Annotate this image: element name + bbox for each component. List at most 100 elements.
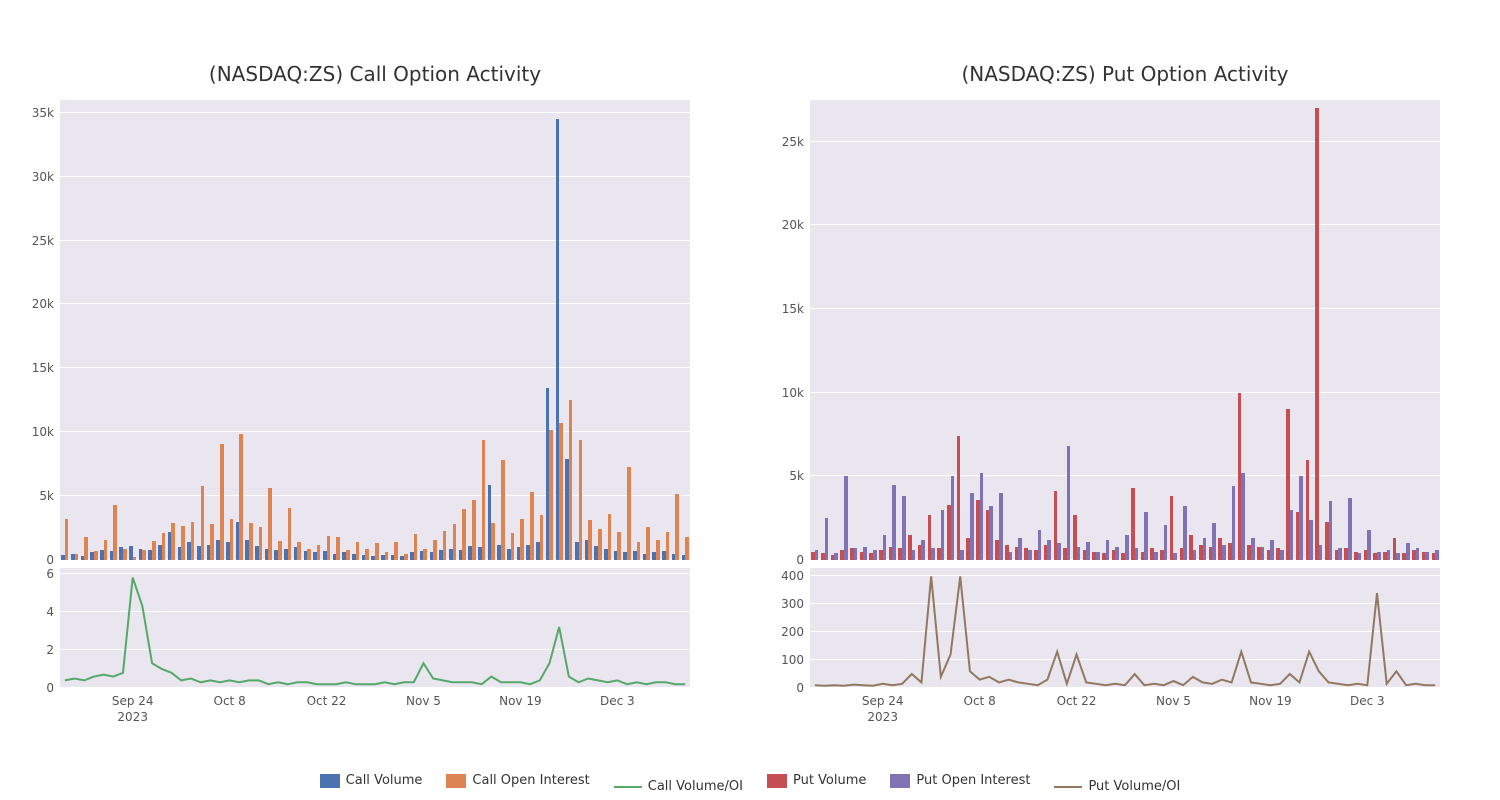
bar [1299, 476, 1303, 560]
bar [171, 523, 175, 560]
bar [423, 549, 427, 561]
bar [123, 549, 127, 561]
bar [1396, 553, 1400, 560]
legend-marker [320, 774, 340, 788]
y-tick-label: 4 [46, 605, 60, 619]
bar [65, 519, 69, 560]
legend-item: Call Volume [320, 773, 423, 788]
bar [921, 540, 925, 560]
bar [404, 554, 408, 560]
bar [142, 550, 146, 560]
put-chart-title: (NASDAQ:ZS) Put Option Activity [810, 62, 1440, 86]
bar [162, 533, 166, 560]
legend-item: Put Volume/OI [1054, 779, 1180, 794]
bar [999, 493, 1003, 560]
y-tick-label: 35k [32, 106, 60, 120]
x-tick-label: Oct 22 [307, 688, 347, 708]
legend-label: Put Open Interest [916, 773, 1030, 788]
bar [520, 519, 524, 560]
bar [559, 423, 563, 560]
bar [608, 514, 612, 560]
bar [1154, 552, 1158, 560]
bar [1086, 542, 1090, 560]
bar [1077, 547, 1081, 560]
bar [1144, 512, 1148, 561]
bar [569, 400, 573, 560]
put-ratio-plot-area: 0100200300400Sep 24Oct 8Oct 22Nov 5Nov 1… [810, 568, 1440, 688]
bar [675, 494, 679, 560]
bar [540, 515, 544, 560]
y-tick-label: 200 [781, 625, 810, 639]
bar [980, 473, 984, 560]
x-tick-label: Dec 3 [600, 688, 635, 708]
bar [346, 550, 350, 560]
bar [1125, 535, 1129, 560]
bar [815, 550, 819, 560]
bar [239, 434, 243, 561]
bar [201, 486, 205, 560]
bar [84, 537, 88, 560]
bar [1193, 550, 1197, 560]
ratio-line [810, 568, 1440, 688]
bar [1028, 550, 1032, 560]
bar [414, 534, 418, 560]
y-tick-label: 10k [782, 386, 810, 400]
bar [317, 545, 321, 560]
bar [230, 519, 234, 560]
bar [960, 550, 964, 560]
y-tick-label: 30k [32, 170, 60, 184]
bar [220, 444, 224, 560]
call-ratio-plot-area: 0246Sep 24Oct 8Oct 22Nov 5Nov 19Dec 3202… [60, 568, 690, 688]
bar [1232, 486, 1236, 560]
bar [1251, 538, 1255, 560]
y-tick-label: 0 [46, 681, 60, 695]
bar [385, 552, 389, 560]
bar [268, 488, 272, 560]
y-tick-label: 0 [46, 553, 60, 567]
bar [1280, 550, 1284, 560]
legend-marker [890, 774, 910, 788]
legend-label: Call Volume [346, 773, 423, 788]
bar [1329, 501, 1333, 560]
legend-item: Put Open Interest [890, 773, 1030, 788]
put-ratio-panel: 0100200300400Sep 24Oct 8Oct 22Nov 5Nov 1… [810, 568, 1440, 688]
legend-marker [1054, 786, 1082, 788]
bar [365, 549, 369, 561]
bar [288, 508, 292, 560]
bar [1319, 545, 1323, 560]
call-bar-panel: (NASDAQ:ZS) Call Option Activity 05k10k1… [60, 100, 690, 560]
bar [453, 524, 457, 560]
bar [549, 430, 553, 560]
bar [579, 440, 583, 560]
bar [1135, 548, 1139, 560]
bar [210, 524, 214, 560]
bar [883, 535, 887, 560]
bar [1270, 540, 1274, 560]
put-bar-panel: (NASDAQ:ZS) Put Option Activity 05k10k15… [810, 100, 1440, 560]
bar [152, 541, 156, 560]
legend-label: Put Volume [793, 773, 866, 788]
legend-label: Call Open Interest [472, 773, 589, 788]
bar [637, 542, 641, 560]
bar [617, 532, 621, 560]
y-tick-label: 6 [46, 567, 60, 581]
bar [1164, 525, 1168, 560]
x-tick-label: Oct 22 [1057, 688, 1097, 708]
bar [1170, 496, 1174, 560]
ratio-line [60, 568, 690, 688]
bar [75, 554, 79, 560]
bar [307, 549, 311, 561]
bar [191, 522, 195, 560]
y-tick-label: 20k [782, 218, 810, 232]
y-tick-label: 10k [32, 425, 60, 439]
bar [133, 557, 137, 560]
legend-item: Put Volume [767, 773, 866, 788]
bar [1212, 523, 1216, 560]
x-tick-label: Dec 3 [1350, 688, 1385, 708]
bar [375, 543, 379, 560]
bar [912, 550, 916, 560]
legend: Call VolumeCall Open InterestCall Volume… [0, 773, 1500, 794]
bar [1222, 545, 1226, 560]
call-bar-plot-area: (NASDAQ:ZS) Call Option Activity 05k10k1… [60, 100, 690, 560]
bar [1009, 552, 1013, 560]
